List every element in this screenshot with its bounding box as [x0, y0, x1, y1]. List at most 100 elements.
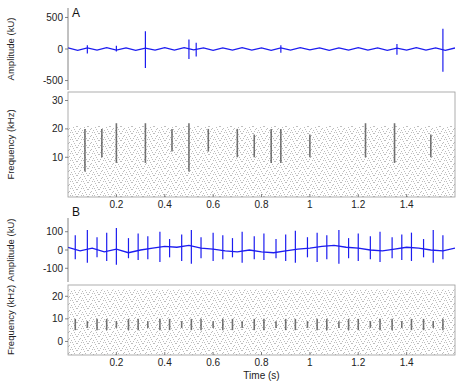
spike — [87, 45, 88, 53]
spike — [128, 238, 129, 258]
y-tick-label: 100 — [46, 226, 63, 237]
figure: 5000-500Amplitude (kU)A0.20.40.60.811.21… — [0, 0, 460, 382]
y-tick-label: 0 — [57, 336, 63, 347]
y-tick-label: 20 — [52, 291, 64, 302]
y-axis-label: Frequency (kHz) — [5, 109, 16, 179]
x-tick-label: 1 — [307, 199, 313, 210]
click-event — [253, 319, 255, 330]
y-tick — [65, 100, 68, 101]
spike — [317, 233, 318, 262]
y-tick-label: 10 — [52, 313, 64, 324]
y-tick — [65, 80, 68, 81]
click-event — [326, 319, 328, 330]
click-event — [145, 123, 147, 163]
click-event — [316, 319, 318, 330]
spike — [200, 237, 201, 258]
x-tick — [116, 352, 117, 355]
plot-area — [68, 29, 455, 72]
x-tick-label: 0.6 — [206, 357, 220, 368]
y-tick-label: 20 — [52, 123, 64, 134]
plot-area — [68, 290, 455, 355]
spike — [396, 44, 397, 55]
y-tick — [65, 17, 68, 18]
click-event — [263, 319, 265, 330]
y-tick-label: -500 — [43, 75, 63, 86]
spike — [87, 230, 88, 263]
x-tick — [164, 352, 165, 355]
plot-area — [68, 228, 455, 265]
click-event — [401, 321, 403, 328]
x-tick — [358, 194, 359, 197]
spike — [392, 237, 393, 258]
x-tick — [213, 194, 214, 197]
click-event — [106, 319, 108, 330]
spike — [379, 232, 380, 262]
y-tick — [65, 231, 68, 232]
click-event — [237, 129, 239, 157]
click-event — [432, 321, 434, 328]
y-axis-label: Frequency (kHz) — [5, 285, 16, 355]
click-event — [87, 321, 89, 328]
click-event — [307, 321, 309, 328]
click-event — [270, 129, 272, 163]
click-event — [370, 321, 372, 328]
x-tick — [261, 194, 262, 197]
spike — [181, 234, 182, 261]
spike — [138, 234, 139, 261]
spike — [285, 234, 286, 261]
x-tick-label: 0.2 — [109, 199, 123, 210]
y-tick-label: 500 — [46, 12, 63, 23]
click-event — [338, 321, 340, 328]
click-event — [365, 123, 367, 157]
click-event — [116, 123, 118, 163]
spike — [280, 45, 281, 53]
click-event — [188, 123, 190, 171]
click-event — [116, 321, 118, 328]
y-tick — [65, 157, 68, 158]
click-event — [295, 319, 297, 330]
click-event — [253, 135, 255, 158]
spike — [423, 239, 424, 257]
spike — [191, 230, 192, 264]
y-axis-label: Amplitude (kU) — [5, 219, 16, 282]
y-tick — [65, 318, 68, 319]
spike — [75, 235, 76, 259]
click-event — [442, 319, 444, 330]
click-event — [181, 321, 183, 328]
click-event — [96, 319, 98, 330]
click-event — [394, 123, 396, 163]
click-event — [357, 319, 359, 330]
click-event — [101, 129, 103, 157]
click-event — [159, 319, 161, 330]
spike — [222, 235, 223, 259]
x-tick-label: 1.4 — [400, 357, 414, 368]
y-tick-label: 10 — [52, 152, 64, 163]
y-tick-label: 0 — [57, 245, 63, 256]
spike — [326, 235, 327, 259]
click-event — [222, 319, 224, 330]
x-tick — [406, 352, 407, 355]
y-tick-label: 30 — [52, 95, 64, 106]
spike — [442, 29, 443, 72]
x-tick — [213, 352, 214, 355]
click-event — [128, 319, 130, 330]
spike — [263, 234, 264, 261]
frame — [68, 92, 455, 197]
y-tick-label: -100 — [43, 263, 63, 274]
spike — [169, 239, 170, 257]
x-tick-label: 0.2 — [109, 357, 123, 368]
click-event — [191, 319, 193, 330]
click-event — [241, 321, 243, 328]
click-event — [207, 129, 209, 152]
spike — [348, 238, 349, 258]
click-event — [285, 319, 287, 330]
panel-label: B — [72, 205, 80, 219]
x-tick-label: 1.2 — [351, 199, 365, 210]
spike — [442, 235, 443, 259]
click-event — [147, 321, 149, 328]
spike — [307, 237, 308, 257]
x-tick-label: 1 — [307, 357, 313, 368]
spike — [433, 230, 434, 263]
click-event — [232, 319, 234, 330]
x-tick-label: 0.4 — [158, 199, 172, 210]
